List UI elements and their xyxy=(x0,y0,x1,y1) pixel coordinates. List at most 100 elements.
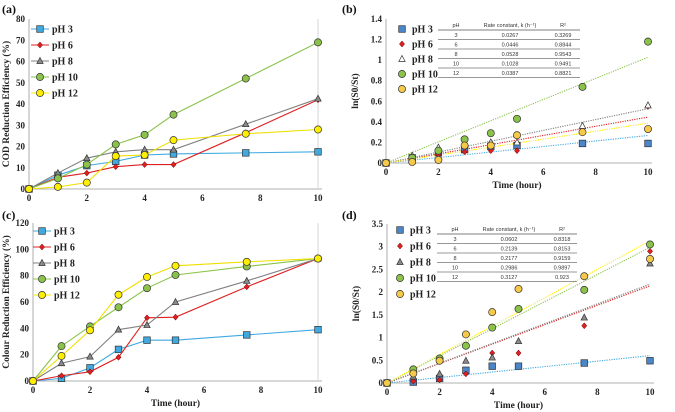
data-point xyxy=(513,114,521,123)
table-cell: 0.0446 xyxy=(502,43,519,49)
data-point xyxy=(172,313,179,321)
legend-label: pH 12 xyxy=(412,85,438,96)
data-point xyxy=(578,139,587,148)
table-cell: 12 xyxy=(453,71,459,77)
table-cell: 10 xyxy=(453,62,459,68)
y-tick-label: 3.5 xyxy=(372,219,384,229)
chart-panel-b: (b) 0 2 4 6 8 10 0 0.2 0.4 0.6 0.8 1 1.2 1.4 Time (hour… xyxy=(342,2,653,191)
table-cell: 0.8318 xyxy=(554,237,571,243)
legend-label: pH 12 xyxy=(54,291,80,302)
series-line xyxy=(28,128,319,190)
table-header: Rate constant, k (h⁻¹) xyxy=(483,227,536,233)
x-tick-label: 8 xyxy=(595,387,600,397)
data-point xyxy=(243,283,250,291)
data-point xyxy=(169,136,178,145)
data-point xyxy=(514,147,520,155)
series-line xyxy=(32,258,319,382)
data-point xyxy=(140,130,149,139)
data-point xyxy=(114,325,123,333)
y-axis-title: COD Reduction Efficiency (%) xyxy=(1,41,12,167)
series-ph12 xyxy=(382,125,652,167)
legend-label: pH 3 xyxy=(410,226,431,237)
x-tick-label: 0 xyxy=(385,387,390,397)
legend-marker xyxy=(398,70,406,78)
legend-marker xyxy=(38,291,46,299)
x-tick-label: 0 xyxy=(27,193,32,203)
table-cell: 0.0267 xyxy=(502,33,519,39)
table-cell: 0.2177 xyxy=(501,256,518,262)
legend-marker xyxy=(398,54,406,62)
y-tick-label: 0.4 xyxy=(371,117,383,127)
x-tick-label: 4 xyxy=(489,167,494,177)
y-tick-label: 0.5 xyxy=(372,355,384,365)
y-tick-label: 1.5 xyxy=(372,310,384,320)
data-point xyxy=(86,352,94,360)
table-cell: 0.0528 xyxy=(502,52,519,58)
data-point xyxy=(241,74,250,83)
table-cell: 0.923 xyxy=(555,275,569,281)
y-tick-label: 0 xyxy=(378,158,383,168)
table-cell: 0.9897 xyxy=(554,266,571,272)
data-point xyxy=(460,141,469,150)
table-cell: 0.2986 xyxy=(501,266,518,272)
chart-panel-d: (d) 0 2 4 6 8 10 0 0.5 1 1.5 2 2.5 3 3.5 Time (hour) ln(… xyxy=(342,208,656,411)
legend-label: pH 8 xyxy=(52,57,73,68)
data-point xyxy=(242,276,251,284)
data-point xyxy=(488,353,496,361)
data-point xyxy=(86,326,94,335)
data-point xyxy=(514,285,523,293)
data-point xyxy=(461,148,468,156)
x-tick-label: 0 xyxy=(384,167,389,177)
data-point xyxy=(241,129,250,138)
x-tick-label: 2 xyxy=(436,167,441,177)
data-point xyxy=(646,240,654,249)
y-tick-label: 80 xyxy=(20,271,30,281)
y-tick-label: 0 xyxy=(379,378,384,388)
y-axis-title: ln(S0/St) xyxy=(350,73,361,108)
data-point xyxy=(434,155,443,164)
data-point xyxy=(57,342,66,351)
data-point xyxy=(171,297,180,305)
series-ph3 xyxy=(25,148,322,193)
table-header: R² xyxy=(559,227,565,233)
series-line xyxy=(32,258,319,382)
series-ph3 xyxy=(29,325,322,385)
data-point xyxy=(514,362,523,370)
data-point xyxy=(314,38,322,47)
table-cell: 0.3269 xyxy=(555,33,572,39)
legend-marker xyxy=(396,226,404,234)
x-tick-label: 8 xyxy=(258,193,263,203)
data-point xyxy=(486,141,495,150)
table-cell: 6 xyxy=(454,43,457,49)
data-point xyxy=(29,377,37,385)
data-point xyxy=(314,325,322,334)
data-point xyxy=(435,356,444,365)
data-point xyxy=(114,303,123,312)
table-cell: 8 xyxy=(454,52,457,58)
y-tick-label: 50 xyxy=(16,78,26,88)
table-cell: 8 xyxy=(453,256,456,262)
legend-marker xyxy=(36,89,44,97)
data-point xyxy=(314,94,322,102)
y-tick-label: 30 xyxy=(16,120,26,130)
y-tick-label: 1 xyxy=(379,333,384,343)
data-point xyxy=(141,161,148,168)
data-point xyxy=(514,336,523,345)
y-tick-label: 40 xyxy=(20,323,30,333)
trendline-ph3 xyxy=(385,134,649,164)
data-point xyxy=(241,119,250,128)
table-header: pH xyxy=(451,227,458,233)
table-cell: 10 xyxy=(452,266,458,272)
series-line xyxy=(32,258,319,382)
x-tick-label: 10 xyxy=(646,387,656,397)
x-tick-label: 4 xyxy=(490,387,495,397)
data-point xyxy=(646,357,654,365)
data-point xyxy=(383,379,391,387)
x-tick-label: 6 xyxy=(541,167,546,177)
data-point xyxy=(515,349,522,357)
panel-label: (b) xyxy=(342,2,357,16)
legend-label: pH 3 xyxy=(412,25,433,36)
table-cell: 6 xyxy=(453,247,456,253)
x-tick-label: 2 xyxy=(437,387,442,397)
